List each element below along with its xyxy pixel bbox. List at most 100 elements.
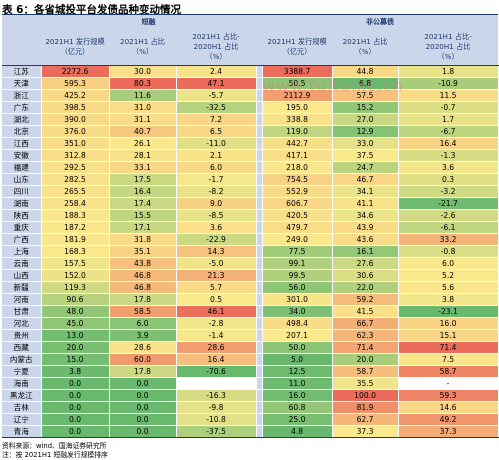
value-cell: 312.8 [41,149,110,162]
value-cell: 258.4 [41,197,110,210]
table-row: 黑龙江 0.0 0.0 -16.3 16.0 100.0 59.3 [2,389,499,402]
value-cell: 0.0 [109,425,177,438]
province-cell: 青海 [2,425,42,438]
province-cell: 广西 [2,233,42,246]
value-cell: 119.3 [41,281,110,294]
value-cell: 34.6 [332,209,399,222]
value-cell: 301.0 [262,293,333,306]
value-cell: 59.3 [398,389,499,402]
value-cell: 181.9 [41,233,110,246]
value-cell: 43.8 [109,257,177,270]
value-cell: 15.2 [332,101,399,114]
value-cell: 90.6 [41,293,110,306]
value-cell: 4.8 [262,425,333,438]
table-row: 四川 265.5 16.4 -8.2 552.9 34.1 -3.2 [2,185,499,198]
value-cell: 31.0 [109,101,177,114]
value-cell: 0.0 [109,413,177,426]
value-cell: -0.8 [398,245,499,258]
value-cell: -8.5 [176,209,257,222]
value-cell: 60.0 [109,353,177,366]
value-cell: 17.8 [109,365,177,378]
province-cell: 天津 [2,77,42,90]
value-cell: 292.5 [41,161,110,174]
value-cell: 37.3 [398,425,499,438]
value-cell: 2.4 [176,65,257,78]
value-cell: 21.3 [176,269,257,282]
value-cell: 0.0 [41,377,110,390]
table-row: 青海 0.0 0.0 -37.5 4.8 37.3 37.3 [2,425,499,438]
table-title: 表 6：各省城投平台发债品种变动情况 [2,4,181,16]
value-cell: 26.1 [109,137,177,150]
value-cell [176,377,257,390]
value-cell: -32.5 [176,101,257,114]
value-cell: 40.7 [109,125,177,138]
province-cell: 河南 [2,293,42,306]
value-cell: 33.2 [398,233,499,246]
table-row: 安徽 312.8 28.1 2.1 417.1 37.5 -1.3 [2,149,499,162]
value-cell: 1.7 [398,113,499,126]
value-cell: 6.0 [109,317,177,330]
value-cell: 14.3 [176,245,257,258]
column-header: 2021H1 占比 （%） [332,29,399,66]
value-cell: -10.8 [176,413,257,426]
value-cell: 2.1 [176,149,257,162]
value-cell: 16.0 [262,389,333,402]
value-cell: -11.0 [176,137,257,150]
value-cell: 7.2 [176,113,257,126]
value-cell: -3.2 [398,185,499,198]
value-cell: 0.0 [109,401,177,414]
value-cell: 56.0 [262,281,333,294]
value-cell: 81.9 [332,401,399,414]
value-cell: 62.7 [332,413,399,426]
value-cell: 282.5 [41,173,110,186]
value-cell: 60.8 [262,401,333,414]
value-cell: 50.0 [262,341,333,354]
value-cell: 30.0 [109,65,177,78]
value-cell: 1.8 [398,65,499,78]
province-cell: 吉林 [2,401,42,414]
value-cell: 12.9 [332,125,399,138]
value-cell: -9.8 [176,401,257,414]
value-cell: 9.0 [176,197,257,210]
province-cell: 新疆 [2,281,42,294]
value-cell: -5.0 [176,257,257,270]
table-row: 河南 90.6 17.8 0.5 301.0 59.2 3.8 [2,293,499,306]
value-cell: 27.0 [332,113,399,126]
value-cell: -2.8 [176,317,257,330]
value-cell: 0.5 [176,293,257,306]
table-row: 湖南 258.4 17.4 9.0 606.7 41.1 -21.7 [2,197,499,210]
value-cell: 24.7 [332,161,399,174]
value-cell: 754.5 [262,173,333,186]
group-header-private: 非公募债 [262,14,499,29]
value-cell: 552.9 [262,185,333,198]
value-cell: 37.5 [332,149,399,162]
value-cell: 16.4 [109,185,177,198]
value-cell: -21.7 [398,197,499,210]
value-cell: 71.4 [398,341,499,354]
table-row: 山东 282.5 17.5 -1.7 754.5 46.7 0.3 [2,173,499,186]
value-cell: 13.0 [41,329,110,342]
value-cell: 11.6 [109,89,177,102]
province-cell: 河北 [2,317,42,330]
value-cell: 417.1 [262,149,333,162]
value-cell: 2272.6 [41,65,110,78]
value-cell: 59.2 [332,293,399,306]
table-row: 天津 595.3 80.3 47.1 50.5 6.8 -10.9 [2,77,499,90]
value-cell: 2112.9 [262,89,333,102]
value-cell: 5.6 [398,281,499,294]
value-cell: -10.9 [398,77,499,90]
province-cell: 辽宁 [2,413,42,426]
province-cell: 贵州 [2,329,42,342]
value-cell: 46.8 [109,269,177,282]
value-cell: 33.1 [109,161,177,174]
table-row: 海南 0.0 0.0 11.0 35.5- [2,377,499,390]
value-cell: 44.8 [332,65,399,78]
value-cell: 46.1 [176,305,257,318]
table-row: 宁夏 3.8 17.8 -70.6 12.5 58.7 58.7 [2,365,499,378]
value-cell: 17.1 [109,221,177,234]
value-cell: 17.5 [109,173,177,186]
column-header: 2021H1 占比 （%） [109,29,176,66]
value-cell: 498.4 [262,317,333,330]
corner-cell [2,14,41,29]
value-cell: 3.6 [398,161,499,174]
